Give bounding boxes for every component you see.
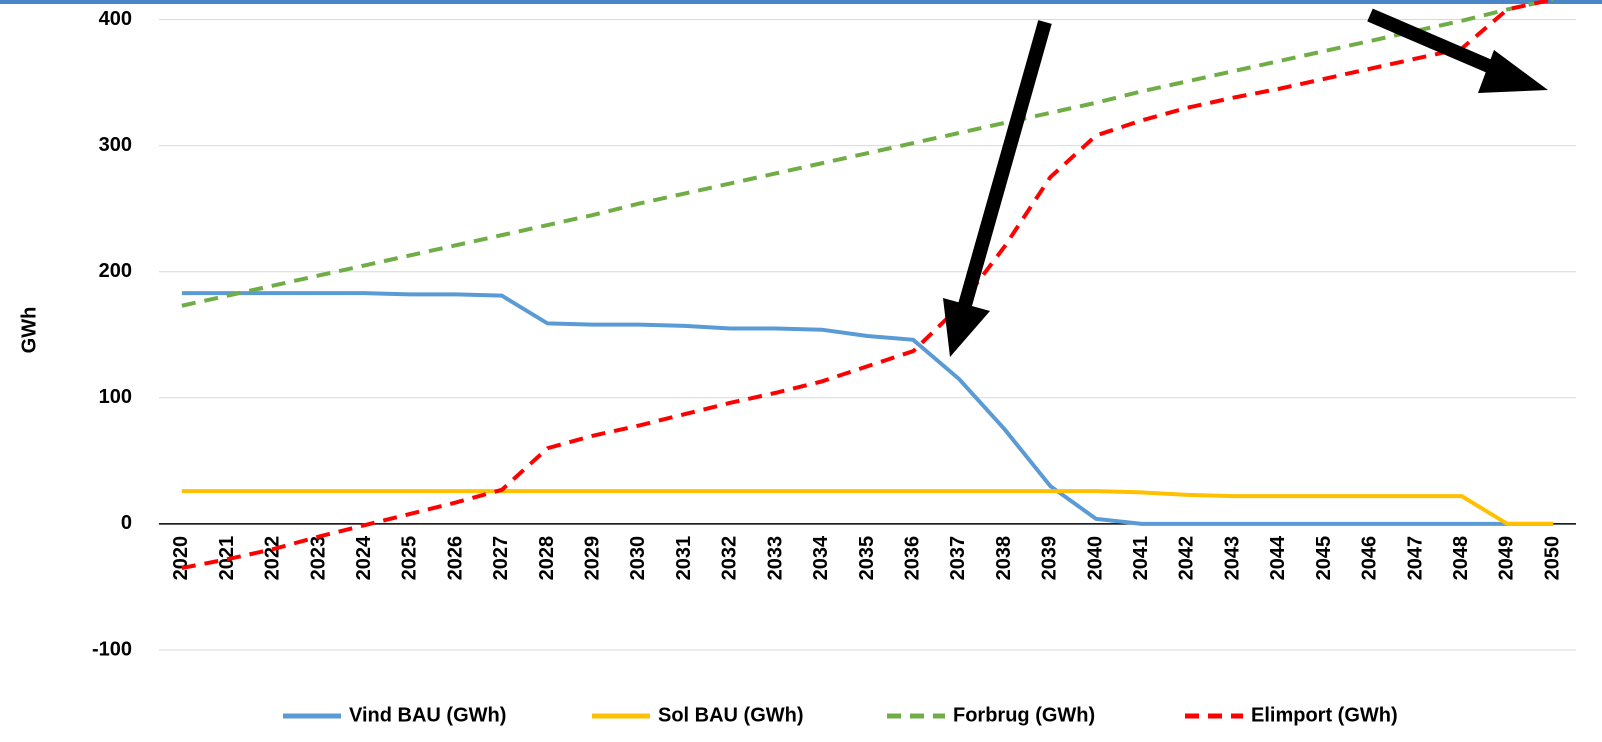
- x-tick-label: 2030: [627, 536, 649, 581]
- y-tick-label: 100: [99, 386, 132, 408]
- x-tick-label: 2046: [1359, 536, 1381, 581]
- x-tick-label: 2028: [536, 536, 558, 581]
- x-tick-label: 2029: [582, 536, 604, 581]
- series-line: [181, 291, 1554, 526]
- arrow-head: [943, 298, 990, 357]
- x-tick-label: 2032: [719, 536, 741, 581]
- x-tick-label: 2024: [353, 535, 375, 580]
- series-line: [181, 489, 1554, 526]
- x-tick-label: 2048: [1450, 536, 1472, 581]
- x-tick-label: 2034: [810, 535, 832, 580]
- x-tick-label: 2047: [1404, 536, 1426, 581]
- x-tick-label: 2033: [764, 536, 786, 581]
- x-tick-label: 2020: [170, 536, 192, 581]
- legend-label: Forbrug (GWh): [953, 704, 1095, 726]
- y-tick-label: 0: [121, 512, 132, 534]
- x-tick-label: 2025: [399, 536, 421, 581]
- x-tick-label: 2038: [993, 536, 1015, 581]
- x-tick-label: 2043: [1221, 536, 1243, 581]
- y-tick-label: 200: [99, 260, 132, 282]
- arrow-shaft: [958, 20, 1052, 307]
- legend-label: Sol BAU (GWh): [658, 704, 804, 726]
- x-tick-label: 2049: [1496, 536, 1518, 581]
- series-line: [181, 0, 1554, 308]
- series-line: [181, 0, 1554, 570]
- arrow: [1367, 8, 1548, 93]
- x-tick-label: 2031: [673, 536, 695, 581]
- y-tick-label: 400: [99, 8, 132, 30]
- x-tick-label: 2035: [856, 536, 878, 581]
- x-tick-label: 2027: [490, 536, 512, 581]
- x-tick-label: 2050: [1541, 536, 1563, 581]
- y-tick-label: 300: [99, 134, 132, 156]
- arrow: [943, 20, 1052, 357]
- x-tick-label: 2045: [1313, 536, 1335, 581]
- x-tick-label: 2040: [1084, 536, 1106, 581]
- x-tick-label: 2041: [1130, 536, 1152, 581]
- x-tick-label: 2022: [262, 536, 284, 581]
- x-tick-label: 2036: [901, 536, 923, 581]
- x-tick-label: 2023: [307, 536, 329, 581]
- x-tick-label: 2042: [1176, 536, 1198, 581]
- x-tick-label: 2026: [444, 536, 466, 581]
- x-tick-label: 2044: [1267, 535, 1289, 580]
- x-tick-label: 2037: [947, 536, 969, 581]
- top-bar: [0, 0, 1602, 4]
- y-tick-label: -100: [92, 638, 132, 660]
- legend-label: Vind BAU (GWh): [349, 704, 506, 726]
- y-axis-label: GWh: [18, 307, 40, 354]
- x-tick-label: 2039: [1039, 536, 1061, 581]
- legend-label: Elimport (GWh): [1251, 704, 1398, 726]
- arrow-shaft: [1367, 8, 1508, 80]
- arrow-head: [1478, 50, 1548, 93]
